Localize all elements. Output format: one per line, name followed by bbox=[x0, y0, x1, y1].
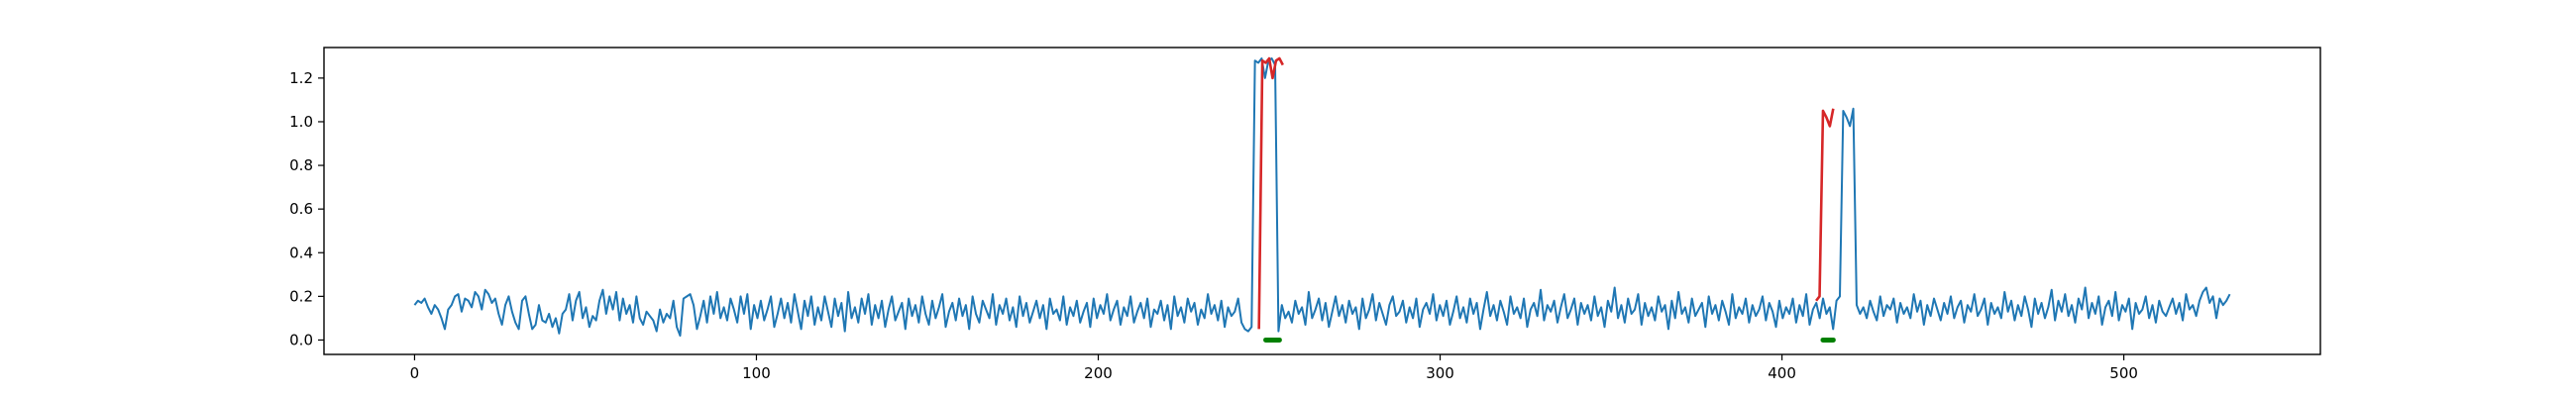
y-tick-label: 0.6 bbox=[289, 200, 313, 218]
y-tick-label: 0.4 bbox=[289, 244, 313, 261]
x-tick-label: 100 bbox=[742, 364, 771, 382]
anomaly-series-line-1 bbox=[1257, 56, 1284, 330]
x-tick-label: 200 bbox=[1084, 364, 1113, 382]
axes-frame bbox=[323, 47, 2321, 355]
y-axis-ticks: 0.0 0.2 0.4 0.6 0.8 1.0 1.2 bbox=[289, 69, 324, 348]
y-tick-label: 0.2 bbox=[289, 287, 313, 305]
x-axis-ticks: 0 100 200 300 400 500 bbox=[410, 354, 2138, 382]
anomaly-series-line-2 bbox=[1815, 108, 1835, 302]
signal-series-line bbox=[413, 57, 2231, 338]
y-tick-label: 0.0 bbox=[289, 331, 313, 348]
y-tick-label: 1.0 bbox=[289, 113, 313, 131]
x-tick-label: 0 bbox=[410, 364, 420, 382]
x-tick-label: 300 bbox=[1426, 364, 1454, 382]
x-tick-label: 500 bbox=[2109, 364, 2138, 382]
y-tick-label: 1.2 bbox=[289, 69, 313, 87]
y-tick-label: 0.8 bbox=[289, 156, 313, 174]
x-tick-label: 400 bbox=[1768, 364, 1796, 382]
series-layer bbox=[413, 56, 2231, 338]
